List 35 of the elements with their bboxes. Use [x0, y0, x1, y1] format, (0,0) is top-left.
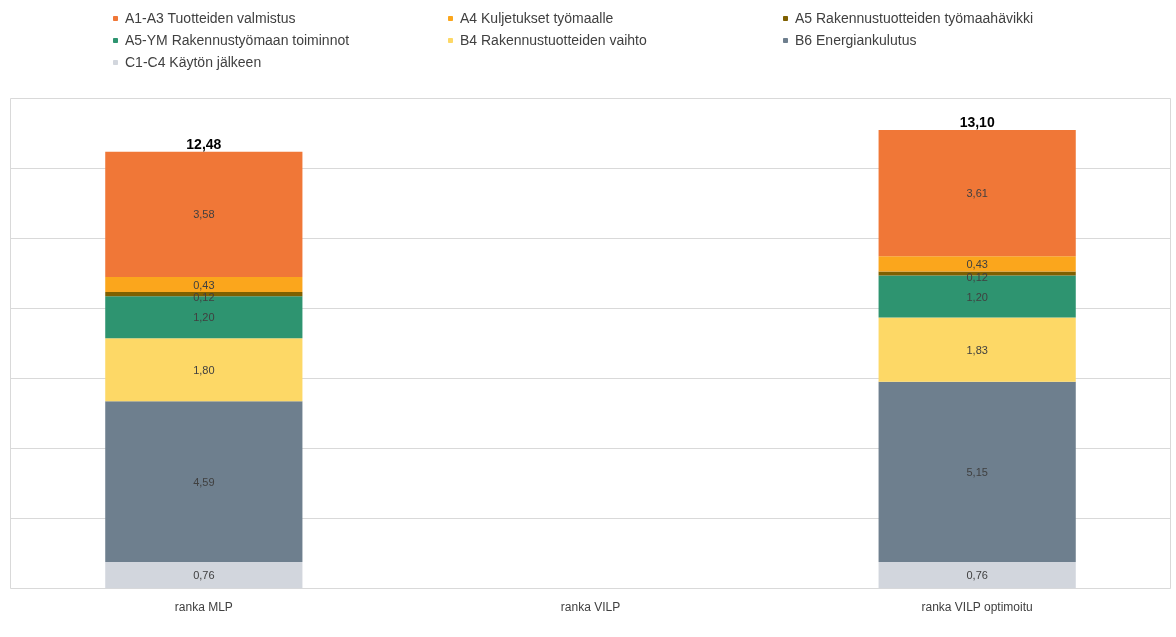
bar: [878, 561, 1076, 589]
bar: [878, 130, 1076, 257]
data-label: 3,61: [966, 187, 988, 200]
legend-label: A1-A3 Tuotteiden valmistus: [125, 10, 297, 26]
legend-label: A5-YM Rakennustyömaan toiminnot: [125, 32, 351, 48]
legend-label: C1-C4 Käytön jälkeen: [125, 54, 263, 70]
data-label: 1,83: [966, 343, 988, 356]
data-label: 0,43: [193, 278, 215, 291]
total-label: 12,48: [186, 135, 222, 152]
bar: [105, 277, 303, 293]
x-tick-label: ranka MLP: [174, 599, 233, 614]
data-label: 1,80: [193, 363, 215, 376]
bar: [878, 275, 1076, 318]
bar: [105, 338, 303, 402]
bar: [878, 317, 1076, 382]
data-label: 1,20: [193, 311, 215, 324]
bar: [105, 401, 303, 562]
data-label: 0,43: [966, 257, 988, 270]
total-label: 13,10: [959, 114, 995, 130]
legend-label: A5 Rakennustuotteiden työmaahävikki: [795, 10, 1035, 26]
data-label: 0,76: [193, 569, 215, 582]
legend-label: A4 Kuljetukset työmaalle: [460, 10, 615, 26]
x-tick-label: ranka VILP: [560, 599, 621, 614]
data-label: 4,59: [193, 475, 215, 488]
bar: [105, 151, 303, 277]
legend-label: B4 Rakennustuotteiden vaihto: [460, 32, 648, 48]
data-label: 5,15: [966, 465, 988, 478]
legend-label: B6 Energiankulutus: [795, 32, 918, 48]
data-label: 3,58: [193, 208, 215, 221]
data-label: 1,20: [966, 290, 988, 303]
bar: [105, 561, 303, 589]
bar: [878, 381, 1076, 562]
bar: [878, 256, 1076, 272]
data-label: 0,76: [966, 569, 988, 582]
x-tick-label: ranka VILP optimoitu: [921, 599, 1033, 614]
